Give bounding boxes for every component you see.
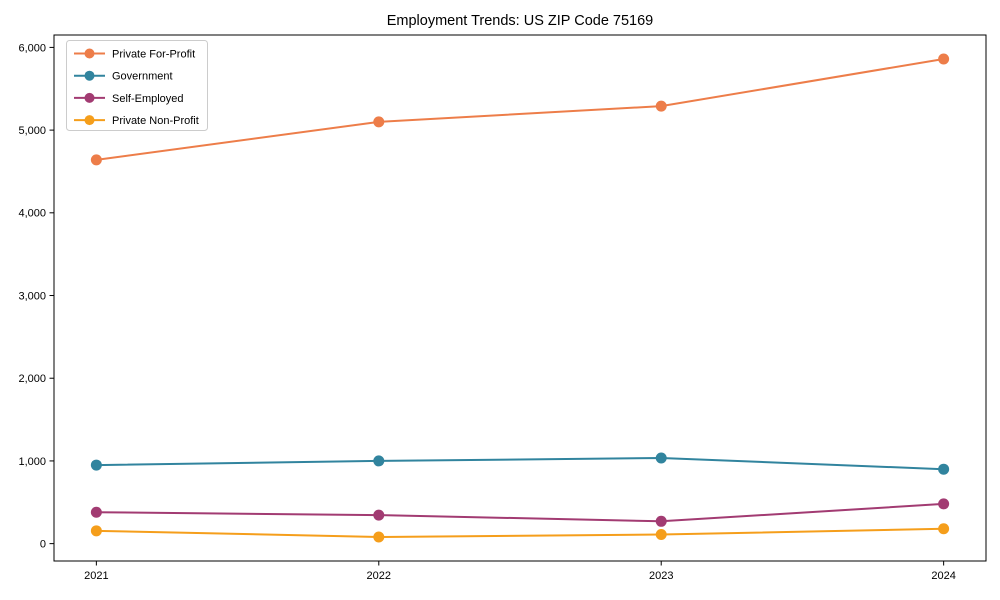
y-axis-tick-label: 0 (40, 539, 46, 551)
chart-title: Employment Trends: US ZIP Code 75169 (387, 13, 654, 29)
data-point-self-employed-2024 (938, 498, 950, 510)
series-line-self-employed (96, 502, 944, 523)
series-line-private-for-profit (96, 57, 944, 161)
data-point-private-non-profit-2021 (90, 525, 102, 537)
x-axis-tick-label: 2024 (931, 570, 955, 582)
legend-item-label: Private Non-Profit (112, 115, 199, 127)
data-point-government-2021 (90, 459, 102, 471)
series-line-private-non-profit (96, 527, 944, 539)
legend-item-label: Government (112, 71, 173, 83)
legend-item-label: Self-Employed (112, 93, 184, 105)
legend-item-marker (84, 48, 95, 59)
data-point-private-for-profit-2021 (90, 154, 102, 166)
y-axis-tick-label: 4,000 (18, 208, 46, 220)
y-axis-tick-label: 2,000 (18, 373, 46, 385)
y-axis-tick-label: 3,000 (18, 290, 46, 302)
y-axis-tick-label: 6,000 (18, 42, 46, 54)
y-axis-tick-label: 5,000 (18, 125, 46, 137)
plot-border (53, 34, 987, 562)
data-point-private-for-profit-2023 (655, 100, 667, 112)
legend-item-marker (84, 70, 95, 81)
data-point-government-2022 (373, 455, 385, 467)
legend: Private For-Profit Government Self-Employe… (66, 40, 208, 131)
data-point-private-for-profit-2022 (373, 116, 385, 128)
series-line-government (96, 457, 944, 471)
x-axis-tick-label: 2022 (367, 570, 391, 582)
data-point-private-for-profit-2024 (938, 53, 950, 65)
legend-box (66, 40, 208, 131)
plot-area: 0 1,000 2,000 3,000 4,000 5,000 6,000 2021 2022 2… (18, 34, 987, 582)
data-point-self-employed-2021 (90, 506, 102, 518)
data-point-self-employed-2022 (373, 509, 385, 521)
data-point-self-employed-2023 (655, 515, 667, 527)
legend-item-label: Private For-Profit (112, 48, 195, 60)
data-point-private-non-profit-2022 (373, 531, 385, 543)
data-point-government-2024 (938, 463, 950, 475)
legend-item-marker (84, 92, 95, 103)
data-point-private-non-profit-2024 (938, 523, 950, 535)
x-axis-tick-label: 2023 (649, 570, 673, 582)
y-axis-tick-label: 1,000 (18, 456, 46, 468)
data-point-private-non-profit-2023 (655, 529, 667, 541)
x-axis-tick-label: 2021 (84, 570, 108, 582)
data-point-government-2023 (655, 452, 667, 464)
legend-item-marker (84, 115, 95, 126)
